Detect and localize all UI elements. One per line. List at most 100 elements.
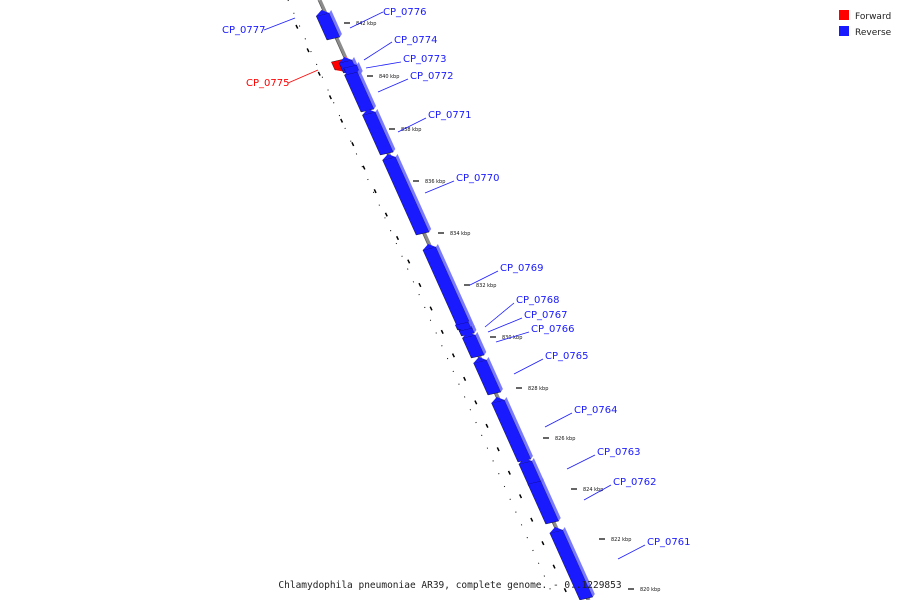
tick-layer: 842 kbp 840 kbp 838 kbp 836 kbp 834 kbp 832 k…: [344, 21, 660, 593]
tick-label: 820 kbp: [640, 587, 660, 593]
legend-label-forward: Forward: [855, 12, 891, 22]
gene-arrow-tip: [459, 325, 473, 331]
gene-label-leader: [544, 412, 573, 428]
gene-label-leader: [424, 180, 455, 194]
gene-highlight: [562, 527, 595, 597]
gene-cp-0762[interactable]: [527, 478, 561, 525]
gene-label[interactable]: CP_0762: [613, 477, 656, 488]
genome-caption: Chlamydophila pneumoniae AR39, complete …: [278, 580, 621, 591]
gene-highlight: [375, 109, 396, 152]
tick-label: 824 kbp: [583, 487, 603, 493]
gene-body[interactable]: [362, 111, 394, 156]
gene-label[interactable]: CP_0765: [545, 351, 588, 362]
gene-cp-0766[interactable]: [462, 332, 487, 359]
gene-label-leader: [363, 41, 393, 61]
gene-highlight: [395, 154, 432, 232]
gene-cp-0761[interactable]: [549, 527, 595, 600]
gene-label-leader: [349, 11, 384, 29]
gene-cp-0765[interactable]: [473, 357, 503, 396]
legend-label-reverse: Reverse: [855, 28, 892, 38]
gene-arrow-tip: [316, 10, 330, 16]
gene-arrow-tip: [362, 109, 376, 115]
gene-label[interactable]: CP_0772: [410, 71, 453, 82]
gene-label-leader: [513, 358, 544, 375]
guide-line-outer: [287, 0, 556, 600]
gene-cp-0769[interactable]: [422, 244, 475, 333]
gene-label-leader: [583, 484, 612, 501]
gene-arrow-tip: [549, 527, 563, 533]
gene-highlight: [540, 478, 561, 521]
gene-highlight: [472, 325, 477, 333]
gene-label[interactable]: CP_0777: [222, 25, 265, 36]
guide-line-inner: [295, 24, 571, 600]
gene-highlight: [435, 244, 475, 329]
gene-label-leader: [617, 544, 646, 560]
gene-highlight: [504, 397, 533, 459]
tick-label: 826 kbp: [555, 436, 575, 442]
gene-label[interactable]: CP_0769: [500, 263, 543, 274]
gene-cp-0768[interactable]: [455, 319, 473, 331]
gene-cp-0776[interactable]: [315, 10, 342, 41]
gene-highlight: [329, 10, 342, 37]
tick-label: 830 kbp: [502, 335, 522, 341]
gene-body[interactable]: [422, 246, 473, 333]
gene-label[interactable]: CP_0766: [531, 324, 574, 335]
legend-swatch-reverse: [839, 26, 849, 36]
gene-label-leader: [263, 17, 296, 31]
legend-swatch-forward: [839, 10, 849, 20]
gene-label[interactable]: CP_0764: [574, 405, 617, 416]
tick-label: 842 kbp: [356, 21, 376, 27]
gene-arrow-tip: [422, 244, 436, 250]
tick-label: 828 kbp: [528, 386, 548, 392]
gene-arrow-tip: [343, 62, 357, 68]
gene-label[interactable]: CP_0770: [456, 173, 499, 184]
gene-label-leader: [469, 270, 499, 286]
gene-highlight: [531, 458, 544, 483]
tick-label: 832 kbp: [476, 283, 496, 289]
gene-label-leader: [397, 117, 427, 133]
tick-label: 838 kbp: [401, 127, 421, 133]
tick-label: 836 kbp: [425, 179, 445, 185]
legend: Forward Reverse: [839, 10, 892, 38]
gene-cp-0772[interactable]: [344, 69, 377, 113]
gene-body[interactable]: [527, 480, 560, 525]
gene-label[interactable]: CP_0774: [394, 35, 437, 46]
gene-arrow-tip: [455, 319, 469, 325]
gene-label[interactable]: CP_0768: [516, 295, 559, 306]
gene-label[interactable]: CP_0761: [647, 537, 690, 548]
gene-label[interactable]: CP_0776: [383, 7, 426, 18]
tick-label: 834 kbp: [450, 231, 470, 237]
gene-cp-0771[interactable]: [362, 109, 396, 156]
gene-arrow-tip: [527, 478, 541, 484]
gene-highlight: [357, 69, 377, 109]
gene-cp-0764[interactable]: [491, 397, 533, 463]
gene-label[interactable]: CP_0773: [403, 54, 446, 65]
gene-label-leader: [287, 69, 319, 84]
gene-highlight: [486, 357, 503, 392]
tick-label: 822 kbp: [611, 537, 631, 543]
gene-label-leader: [495, 331, 530, 343]
gene-label[interactable]: CP_0767: [524, 310, 567, 321]
gene-highlight: [475, 332, 487, 355]
gene-arrow-tip: [339, 57, 353, 63]
gene-label[interactable]: CP_0763: [597, 447, 640, 458]
gene-label-leader: [484, 302, 515, 328]
gene-label-leader: [566, 454, 596, 470]
gene-label[interactable]: CP_0771: [428, 110, 471, 121]
gene-label[interactable]: CP_0775: [246, 78, 289, 89]
gene-arrow-tip: [473, 357, 487, 363]
gene-label-leader: [377, 78, 409, 93]
gene-label-leader: [365, 61, 402, 69]
gene-layer: [315, 10, 595, 600]
gene-arrow-tip: [518, 458, 532, 464]
gene-arrow-tip: [344, 69, 358, 75]
gene-cp-0770[interactable]: [382, 154, 432, 236]
gene-arrow-tip: [382, 154, 396, 160]
gene-highlight: [468, 319, 473, 327]
gene-label-leader: [487, 317, 523, 333]
tick-label: 840 kbp: [379, 74, 399, 80]
gene-body[interactable]: [382, 156, 430, 236]
gene-cp-0767[interactable]: [458, 325, 477, 337]
